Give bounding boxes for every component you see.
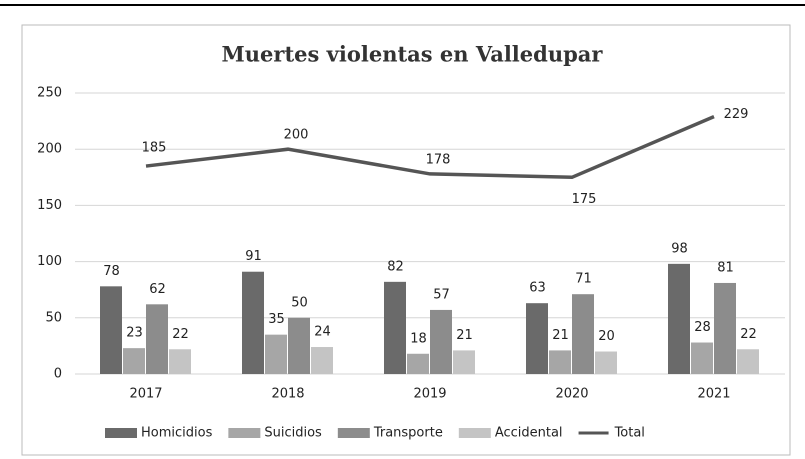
bar [668, 263, 690, 374]
x-tick-label: 2018 [271, 387, 304, 402]
data-label: 20 [598, 329, 615, 344]
bar [384, 281, 406, 374]
bar [123, 348, 145, 374]
line-label: 200 [284, 128, 309, 143]
bar [453, 350, 475, 374]
legend-swatch [458, 428, 491, 438]
legend-swatch [105, 428, 137, 438]
data-label: 18 [410, 331, 427, 346]
legend-label: Total [614, 426, 645, 441]
bar [242, 271, 264, 374]
bar [288, 317, 310, 374]
legend-label: Accidental [495, 426, 563, 441]
data-label: 63 [529, 281, 546, 296]
line-label: 229 [724, 107, 749, 122]
data-label: 35 [268, 312, 285, 327]
x-tick-label: 2017 [129, 387, 162, 402]
data-label: 22 [740, 327, 757, 342]
data-label: 82 [387, 259, 404, 274]
y-tick-label: 150 [37, 198, 62, 213]
data-label: 21 [456, 328, 473, 343]
data-label: 91 [245, 249, 262, 264]
chart-frame [21, 24, 791, 456]
bar [595, 351, 617, 374]
line-label: 185 [142, 141, 167, 156]
bar [526, 303, 548, 374]
y-tick-label: 100 [37, 254, 62, 269]
data-label: 78 [103, 264, 120, 279]
legend-label: Suicidios [264, 426, 322, 441]
y-tick-label: 250 [37, 86, 62, 101]
data-label: 24 [314, 325, 331, 340]
bar [714, 282, 736, 374]
bar [169, 349, 191, 374]
legend-swatch [228, 428, 261, 438]
bar [737, 349, 759, 374]
data-label: 98 [671, 241, 688, 256]
data-label: 57 [433, 287, 450, 302]
data-label: 62 [149, 282, 166, 297]
bar [430, 309, 452, 374]
data-label: 23 [126, 326, 143, 341]
bar [549, 350, 571, 374]
data-label: 71 [575, 272, 592, 287]
legend-swatch [337, 428, 370, 438]
x-tick-label: 2020 [555, 387, 588, 402]
bar [311, 347, 333, 374]
bar [146, 304, 168, 374]
legend-label: Homicidios [141, 426, 213, 441]
data-label: 21 [552, 328, 569, 343]
y-tick-label: 50 [45, 310, 62, 325]
data-label: 81 [717, 260, 734, 275]
bar [265, 334, 287, 374]
y-tick-label: 0 [54, 367, 62, 382]
bar [407, 353, 429, 374]
y-tick-label: 200 [37, 142, 62, 157]
line-label: 178 [426, 152, 451, 167]
data-label: 50 [291, 295, 308, 310]
bar [100, 286, 122, 374]
x-tick-label: 2019 [413, 387, 446, 402]
line-label: 175 [572, 192, 597, 207]
bar [572, 294, 594, 374]
line [145, 114, 715, 180]
x-tick-label: 2021 [697, 387, 730, 402]
chart-title: Muertes violentas en Valledupar [222, 42, 604, 67]
legend-label: Transporte [373, 426, 443, 441]
data-label: 22 [172, 327, 189, 342]
data-label: 28 [694, 320, 711, 335]
bar [691, 342, 713, 374]
